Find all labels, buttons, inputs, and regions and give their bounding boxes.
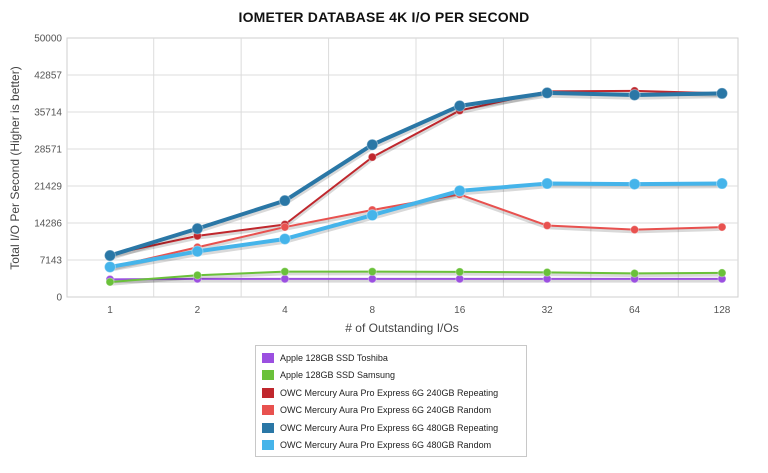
legend-swatch — [262, 405, 274, 416]
legend-item: Apple 128GB SSD Toshiba — [262, 349, 520, 367]
data-point — [717, 222, 727, 232]
series-2 — [105, 267, 727, 287]
x-tick-label: 2 — [195, 305, 201, 316]
data-point — [104, 260, 116, 273]
x-tick-label: 128 — [714, 305, 731, 316]
data-point — [366, 138, 379, 151]
legend-item: OWC Mercury Aura Pro Express 6G 480GB Ra… — [262, 437, 520, 455]
legend-swatch — [262, 352, 274, 363]
legend-swatch — [262, 387, 274, 398]
data-point — [628, 178, 641, 191]
data-point — [541, 86, 554, 99]
y-tick-label: 50000 — [34, 34, 62, 45]
y-axis-title: Total I/O Per Second (Higher is better) — [8, 66, 22, 269]
data-point — [191, 245, 204, 258]
legend-label: Apple 128GB SSD Toshiba — [280, 352, 388, 363]
y-axis-ticks: 0 7143 14286 21429 28571 35714 42857 50000 — [34, 34, 62, 304]
legend-label: OWC Mercury Aura Pro Express 6G 480GB Ra… — [280, 440, 492, 451]
legend-item: OWC Mercury Aura Pro Express 6G 240GB Ra… — [262, 402, 520, 420]
x-tick-label: 64 — [629, 305, 641, 316]
legend-label: OWC Mercury Aura Pro Express 6G 240GB Re… — [280, 387, 499, 398]
legend-swatch — [262, 422, 274, 433]
data-point — [278, 232, 291, 245]
x-tick-label: 8 — [370, 305, 376, 316]
x-tick-label: 4 — [282, 305, 288, 316]
x-tick-label: 32 — [542, 305, 554, 316]
x-tick-label: 1 — [107, 305, 113, 316]
data-point — [716, 87, 728, 100]
x-axis-title: # of Outstanding I/Os — [345, 321, 458, 335]
legend-label: OWC Mercury Aura Pro Express 6G 240GB Ra… — [280, 405, 492, 416]
legend-item: Apple 128GB SSD Samsung — [262, 367, 520, 385]
y-tick-label: 7143 — [40, 255, 63, 266]
series-line — [108, 181, 724, 269]
legend-swatch — [262, 370, 274, 381]
data-point — [104, 249, 116, 262]
data-point — [542, 221, 552, 231]
data-point — [367, 267, 377, 277]
y-tick-label: 42857 — [34, 71, 62, 82]
legend-label: OWC Mercury Aura Pro Express 6G 480GB Re… — [280, 422, 499, 433]
data-point — [542, 267, 552, 277]
data-point — [366, 209, 379, 222]
series-5 — [104, 86, 728, 262]
series-line-shadow — [109, 271, 723, 286]
gridlines — [67, 38, 738, 297]
legend-item: OWC Mercury Aura Pro Express 6G 240GB Re… — [262, 384, 520, 402]
data-point — [280, 222, 290, 232]
legend-label: Apple 128GB SSD Samsung — [280, 370, 396, 381]
series-lines — [104, 86, 728, 287]
data-point — [717, 268, 727, 278]
data-point — [280, 267, 290, 277]
x-axis-ticks: 1 2 4 8 16 32 64 128 — [107, 305, 731, 316]
series-line — [108, 90, 724, 258]
series-line — [109, 277, 723, 281]
series-line — [109, 89, 723, 256]
legend-item: OWC Mercury Aura Pro Express 6G 480GB Re… — [262, 419, 520, 437]
data-point — [628, 88, 641, 101]
data-point — [455, 267, 465, 277]
data-point — [630, 225, 640, 235]
y-tick-label: 35714 — [34, 108, 62, 119]
series-6 — [104, 177, 728, 273]
legend-swatch — [262, 440, 274, 451]
series-line-shadow — [109, 279, 722, 284]
data-point — [367, 152, 377, 162]
y-tick-label: 0 — [56, 293, 62, 304]
data-point — [278, 194, 291, 207]
data-point — [541, 177, 554, 190]
y-tick-label: 28571 — [34, 145, 62, 156]
data-point — [630, 268, 640, 278]
y-tick-label: 14286 — [34, 218, 62, 229]
y-tick-label: 21429 — [34, 181, 62, 192]
x-tick-label: 16 — [454, 305, 466, 316]
data-point — [105, 277, 115, 287]
data-point — [453, 99, 466, 112]
legend: Apple 128GB SSD Toshiba Apple 128GB SSD S… — [255, 345, 527, 457]
series-line — [109, 270, 723, 283]
data-point — [191, 222, 204, 235]
data-point — [192, 270, 202, 280]
chart-title: IOMETER DATABASE 4K I/O PER SECOND — [238, 9, 530, 25]
data-point — [716, 177, 728, 190]
data-point — [453, 184, 466, 197]
